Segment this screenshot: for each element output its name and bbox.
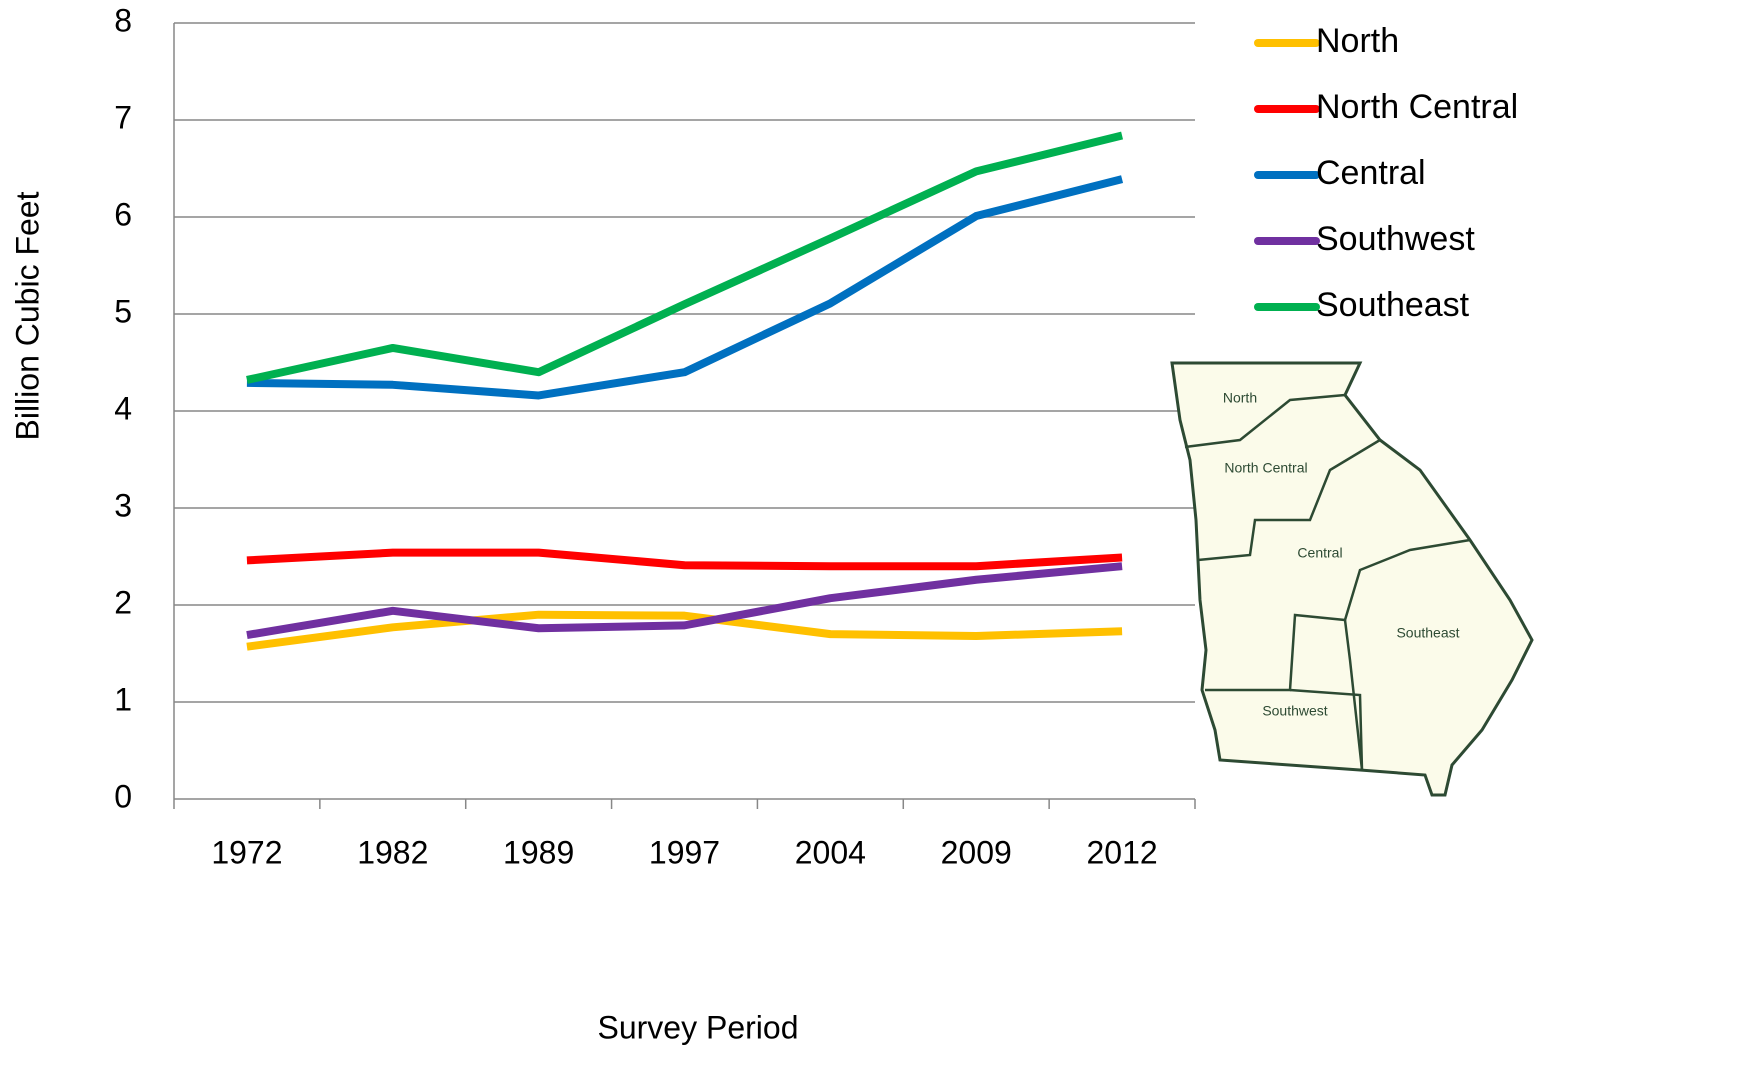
y-tick-label: 5 — [114, 293, 132, 329]
x-axis-title: Survey Period — [598, 1009, 799, 1045]
line-series — [246, 562, 1123, 640]
x-tick-label: 2004 — [795, 834, 866, 870]
x-tick-label: 1997 — [649, 834, 720, 870]
map-region-border — [1289, 688, 1364, 771]
legend-label: North Central — [1316, 88, 1518, 126]
line-series — [246, 131, 1124, 384]
map-label: Central — [1297, 545, 1342, 561]
y-tick-label: 6 — [114, 196, 132, 232]
map-region-border — [1197, 438, 1381, 562]
y-axis-title: Billion Cubic Feet — [9, 191, 45, 440]
y-tick-label: 0 — [114, 778, 132, 814]
map-label: North Central — [1224, 460, 1307, 476]
line-series — [246, 175, 1124, 400]
map-label: North — [1223, 390, 1257, 406]
legend-label: Central — [1316, 154, 1426, 192]
y-tick-label: 7 — [114, 99, 132, 135]
x-tick-label: 1982 — [357, 834, 428, 870]
line-series — [246, 548, 1123, 571]
x-tick-label: 1989 — [503, 834, 574, 870]
y-tick-label: 3 — [114, 487, 132, 523]
map-label: Southeast — [1396, 625, 1459, 641]
map-region-border — [1184, 393, 1346, 449]
x-tick-label: 2009 — [941, 834, 1012, 870]
y-tick-label: 1 — [114, 681, 132, 717]
map-outline — [1170, 361, 1534, 797]
map-label: Southwest — [1262, 703, 1327, 719]
legend-label: Southwest — [1316, 220, 1475, 258]
map: North North Central Central Southeast Southw… — [1170, 361, 1534, 797]
y-tick-label: 2 — [114, 584, 132, 620]
line-series — [246, 610, 1123, 651]
map-region-border — [1343, 619, 1364, 771]
legend-label: North — [1316, 22, 1399, 60]
y-tick-label: 8 — [114, 2, 132, 38]
x-tick-label: 2012 — [1086, 834, 1157, 870]
y-tick-label: 4 — [114, 390, 132, 426]
legend-label: Southeast — [1316, 286, 1470, 324]
x-tick-label: 1972 — [211, 834, 282, 870]
